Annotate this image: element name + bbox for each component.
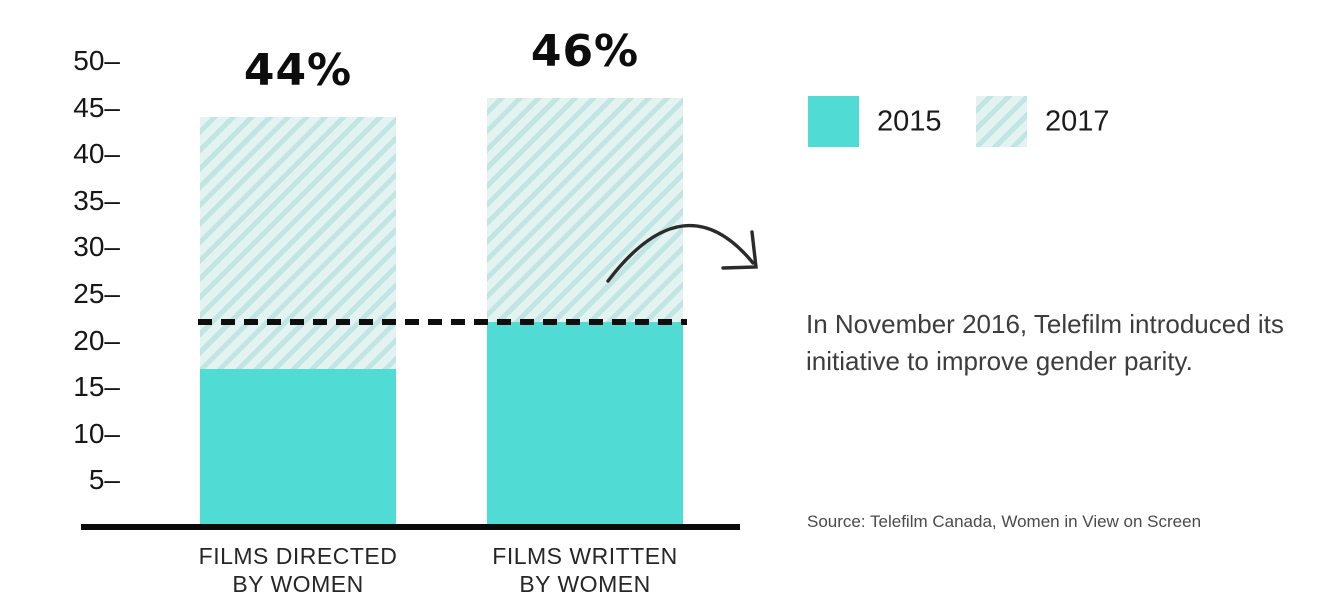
legend-label-2017: 2017	[1045, 105, 1110, 138]
legend-swatch-2017	[976, 96, 1027, 147]
y-axis-tick-label: 50–	[73, 45, 120, 76]
y-axis-tick-label: 20–	[73, 324, 120, 356]
y-axis-tick-label: 30–	[73, 231, 120, 263]
y-axis-tick-label: 35–	[73, 184, 120, 216]
y-axis-tick-label: 10–	[73, 417, 120, 449]
bar-2015-solid-segment	[487, 321, 683, 527]
annotation-text: In November 2016, Telefilm introduced it…	[806, 309, 1284, 376]
y-axis-tick-label: 15–	[73, 371, 120, 403]
bar-2015-solid-segment	[200, 368, 396, 527]
y-axis-tick-label: 45–	[73, 91, 120, 123]
y-axis-tick-label: 40–	[73, 138, 120, 170]
bar-percentage-label: 46%	[530, 26, 640, 78]
x-axis-line	[81, 524, 740, 530]
x-axis-category-label: FILMS WRITTEN BY WOMEN	[492, 543, 678, 597]
y-axis-tick-label: 25–	[73, 278, 120, 309]
legend-label-2015: 2015	[877, 105, 942, 138]
legend-swatch-2015	[808, 96, 859, 147]
y-axis-tick-label: 5–	[88, 464, 120, 496]
bar-2017-hatched-segment	[487, 98, 683, 322]
bar-2017-hatched-segment	[200, 116, 396, 369]
source-text: Source: Telefilm Canada, Women in View o…	[807, 512, 1202, 531]
x-axis-category-label: FILMS DIRECTED BY WOMEN	[198, 543, 398, 597]
bar-percentage-label: 44%	[243, 44, 353, 96]
reference-dashed-line	[198, 318, 687, 325]
